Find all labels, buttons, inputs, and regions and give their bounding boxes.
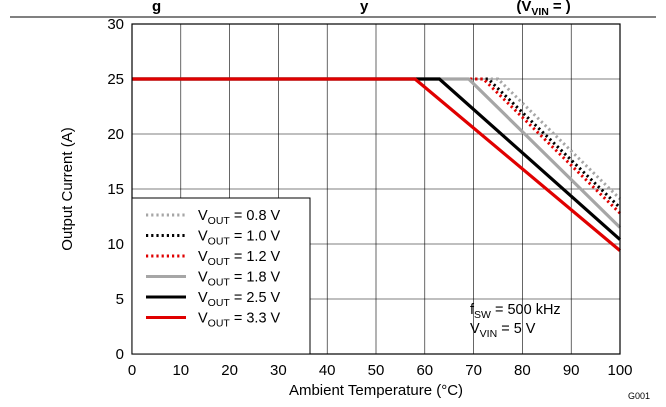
legend-label-main: V — [198, 270, 208, 286]
x-tick-label: 60 — [416, 362, 433, 379]
legend-label-subscript: OUT — [208, 236, 231, 248]
series-lines — [132, 77, 622, 252]
annotation-vvin: VVIN = 5 V — [470, 321, 536, 340]
x-tick-label: 100 — [607, 362, 632, 379]
legend-label: VOUT = 1.2 V — [198, 249, 281, 268]
annotation-vvin-rest: = 5 V — [497, 321, 536, 337]
y-tick-label: 15 — [107, 181, 124, 198]
legend-label-main: V — [198, 311, 208, 327]
x-tick-label: 10 — [172, 362, 189, 379]
title-tail-prefix: y — [360, 0, 369, 15]
y-tick-label: 0 — [116, 346, 124, 363]
annotation-fsw-rest: = 500 kHz — [491, 302, 561, 318]
x-tick-label: 40 — [319, 362, 336, 379]
legend-label-main: V — [198, 208, 208, 224]
figure-code: G001 — [628, 391, 650, 401]
legend-label-subscript: OUT — [208, 215, 231, 227]
legend-label-rest: = 1.0 V — [230, 229, 281, 245]
legend-label-subscript: OUT — [208, 256, 231, 268]
legend-label-main: V — [198, 229, 208, 245]
x-tick-label: 70 — [465, 362, 482, 379]
legend-label: VOUT = 0.8 V — [198, 208, 281, 227]
x-tick-label: 20 — [221, 362, 238, 379]
legend-label-subscript: OUT — [208, 318, 231, 330]
title-tail-var: V — [521, 0, 531, 15]
annotation-fsw-main: f — [470, 302, 475, 318]
legend-label-subscript: OUT — [208, 297, 231, 309]
x-tick-label: 90 — [563, 362, 580, 379]
y-tick-label: 20 — [107, 126, 124, 143]
title-fragment: g — [152, 0, 161, 15]
title-tail-open: ( — [516, 0, 521, 15]
legend-label: VOUT = 2.5 V — [198, 290, 281, 309]
legend-label: VOUT = 1.8 V — [198, 270, 281, 289]
legend-label-rest: = 2.5 V — [230, 290, 281, 306]
title-tail-end: = ) — [553, 0, 571, 15]
annotation-vvin-main: V — [470, 321, 480, 337]
legend-label-rest: = 3.3 V — [230, 311, 281, 327]
y-tick-label: 25 — [107, 71, 124, 88]
x-tick-labels: 0 10 20 30 40 50 60 70 80 90 100 — [128, 362, 633, 379]
legend-label-rest: = 1.8 V — [230, 270, 281, 286]
x-tick-label: 50 — [368, 362, 385, 379]
x-tick-label: 80 — [514, 362, 531, 379]
series-line-0 — [132, 77, 622, 200]
x-tick-label: 30 — [270, 362, 287, 379]
chart-title: g y (VVIN = ) — [10, 0, 656, 18]
y-tick-label: 5 — [116, 291, 124, 308]
legend-label-rest: = 0.8 V — [230, 208, 281, 224]
plot-frame — [131, 23, 621, 355]
series-line-1 — [132, 77, 622, 209]
annotation-fsw: fSW = 500 kHz — [470, 302, 561, 321]
y-tick-label: 30 — [107, 16, 124, 33]
legend-label-main: V — [198, 249, 208, 265]
legend-label-rest: = 1.2 V — [230, 249, 281, 265]
title-tail: y (VVIN = ) — [360, 0, 571, 18]
series-line-2 — [132, 77, 622, 215]
series-line-5 — [132, 77, 622, 252]
legend-label-main: V — [198, 290, 208, 306]
annotation-vvin-subscript: VIN — [480, 328, 498, 340]
y-axis-label: Output Current (A) — [59, 127, 76, 250]
legend-label: VOUT = 3.3 V — [198, 311, 281, 330]
grid — [132, 24, 620, 354]
legend-label: VOUT = 1.0 V — [198, 229, 281, 248]
y-tick-label: 10 — [107, 236, 124, 253]
annotation-fsw-subscript: SW — [474, 309, 491, 321]
x-axis-label: Ambient Temperature (°C) — [289, 382, 463, 399]
y-tick-labels: 0 5 10 15 20 25 30 — [107, 16, 124, 363]
x-tick-label: 0 — [128, 362, 136, 379]
legend-label-subscript: OUT — [208, 277, 231, 289]
title-tail-var-sub: VIN — [531, 6, 549, 18]
